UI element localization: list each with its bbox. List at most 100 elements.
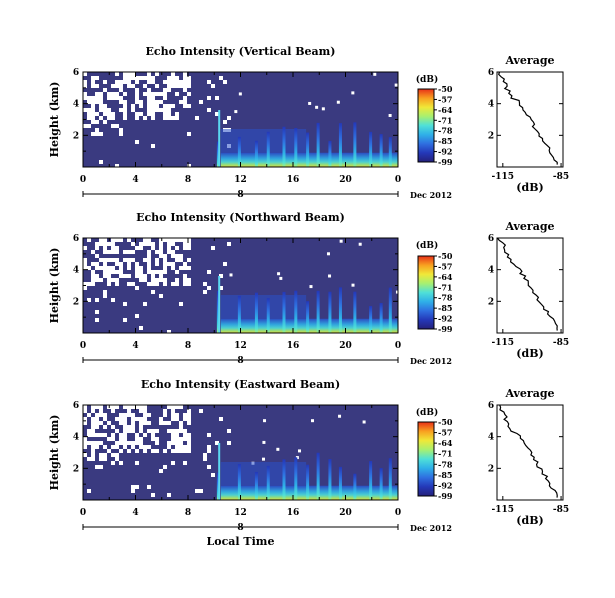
no-data-cell bbox=[171, 262, 175, 266]
no-data-cell bbox=[123, 433, 127, 437]
no-data-cell bbox=[83, 246, 87, 250]
no-data-cell bbox=[151, 76, 155, 80]
no-data-cell bbox=[119, 417, 123, 421]
no-data-cell bbox=[187, 246, 191, 250]
echo-stripe bbox=[316, 290, 320, 333]
echo-layer bbox=[220, 295, 307, 319]
no-data-cell bbox=[135, 433, 139, 437]
echo-stripe bbox=[388, 458, 392, 500]
no-data-cell bbox=[127, 413, 131, 417]
no-data-cell bbox=[95, 310, 99, 314]
echo-layer bbox=[220, 462, 307, 486]
no-data-cell bbox=[107, 449, 111, 453]
no-data-cell bbox=[83, 409, 87, 413]
colorbar-tick-label: -92 bbox=[438, 147, 452, 157]
no-data-cell bbox=[147, 112, 151, 116]
no-data-cell bbox=[123, 100, 127, 104]
profile-x-tick-label: -115 bbox=[492, 338, 515, 348]
no-data-cell bbox=[95, 274, 99, 278]
no-data-cell bbox=[215, 96, 219, 100]
no-data-cell bbox=[187, 437, 191, 441]
no-data-cell bbox=[187, 132, 191, 136]
no-data-cell bbox=[123, 302, 127, 306]
profile-y-tick-label: 4 bbox=[488, 266, 494, 276]
no-data-cell bbox=[135, 441, 139, 445]
no-data-cell bbox=[115, 282, 119, 286]
no-data-cell bbox=[167, 405, 171, 409]
no-data-cell bbox=[187, 433, 191, 437]
no-data-cell bbox=[107, 112, 111, 116]
no-data-cell bbox=[175, 238, 179, 242]
no-data-cell bbox=[279, 276, 283, 280]
no-data-cell bbox=[147, 76, 151, 80]
no-data-cell bbox=[183, 274, 187, 278]
no-data-cell bbox=[139, 274, 143, 278]
x-tick-label: 4 bbox=[132, 341, 138, 351]
no-data-cell bbox=[151, 429, 155, 433]
no-data-cell bbox=[351, 283, 355, 287]
colorbar bbox=[417, 88, 435, 163]
y-tick-label: 6 bbox=[73, 68, 79, 78]
colorbar-tick-label: -85 bbox=[438, 136, 452, 146]
no-data-cell bbox=[111, 258, 115, 262]
echo-stripe bbox=[369, 461, 373, 500]
no-data-cell bbox=[163, 413, 167, 417]
no-data-cell bbox=[95, 318, 99, 322]
no-data-cell bbox=[155, 262, 159, 266]
echo-stripe bbox=[388, 137, 392, 167]
no-data-cell bbox=[111, 409, 115, 413]
no-data-cell bbox=[87, 96, 91, 100]
x-tick-label: 20 bbox=[339, 175, 352, 185]
heatmap-panel-1 bbox=[82, 71, 564, 197]
no-data-cell bbox=[163, 421, 167, 425]
no-data-cell bbox=[151, 112, 155, 116]
no-data-cell bbox=[159, 270, 163, 274]
no-data-cell bbox=[175, 92, 179, 96]
no-data-cell bbox=[95, 417, 99, 421]
no-data-cell bbox=[215, 441, 219, 445]
no-data-cell bbox=[187, 445, 191, 449]
no-data-cell bbox=[151, 116, 155, 120]
no-data-cell bbox=[111, 92, 115, 96]
no-data-cell bbox=[187, 421, 191, 425]
no-data-cell bbox=[119, 270, 123, 274]
no-data-cell bbox=[143, 417, 147, 421]
echo-stripe bbox=[294, 128, 298, 167]
no-data-cell bbox=[195, 489, 199, 493]
no-data-cell bbox=[175, 441, 179, 445]
no-data-cell bbox=[277, 272, 281, 276]
colorbar bbox=[417, 255, 435, 330]
no-data-cell bbox=[111, 124, 115, 128]
no-data-cell bbox=[171, 72, 175, 76]
no-data-cell bbox=[107, 266, 111, 270]
no-data-cell bbox=[127, 250, 131, 254]
no-data-cell bbox=[83, 92, 87, 96]
no-data-cell bbox=[87, 433, 91, 437]
no-data-cell bbox=[119, 274, 123, 278]
no-data-cell bbox=[147, 270, 151, 274]
no-data-cell bbox=[91, 417, 95, 421]
no-data-cell bbox=[115, 262, 119, 266]
no-data-cell bbox=[155, 449, 159, 453]
no-data-cell bbox=[127, 409, 131, 413]
no-data-cell bbox=[223, 120, 227, 124]
no-data-cell bbox=[171, 461, 175, 465]
no-data-cell bbox=[103, 453, 107, 457]
no-data-cell bbox=[203, 457, 207, 461]
no-data-cell bbox=[127, 72, 131, 76]
no-data-cell bbox=[143, 433, 147, 437]
x-tick-label: 4 bbox=[132, 175, 138, 185]
no-data-cell bbox=[119, 238, 123, 242]
no-data-cell bbox=[91, 425, 95, 429]
no-data-cell bbox=[147, 92, 151, 96]
no-data-cell bbox=[151, 92, 155, 96]
no-data-cell bbox=[238, 92, 242, 96]
no-data-cell bbox=[187, 92, 191, 96]
no-data-cell bbox=[175, 278, 179, 282]
no-data-cell bbox=[159, 108, 163, 112]
no-data-cell bbox=[119, 80, 123, 84]
no-data-cell bbox=[83, 262, 87, 266]
no-data-cell bbox=[135, 96, 139, 100]
no-data-cell bbox=[207, 433, 211, 437]
no-data-cell bbox=[91, 112, 95, 116]
